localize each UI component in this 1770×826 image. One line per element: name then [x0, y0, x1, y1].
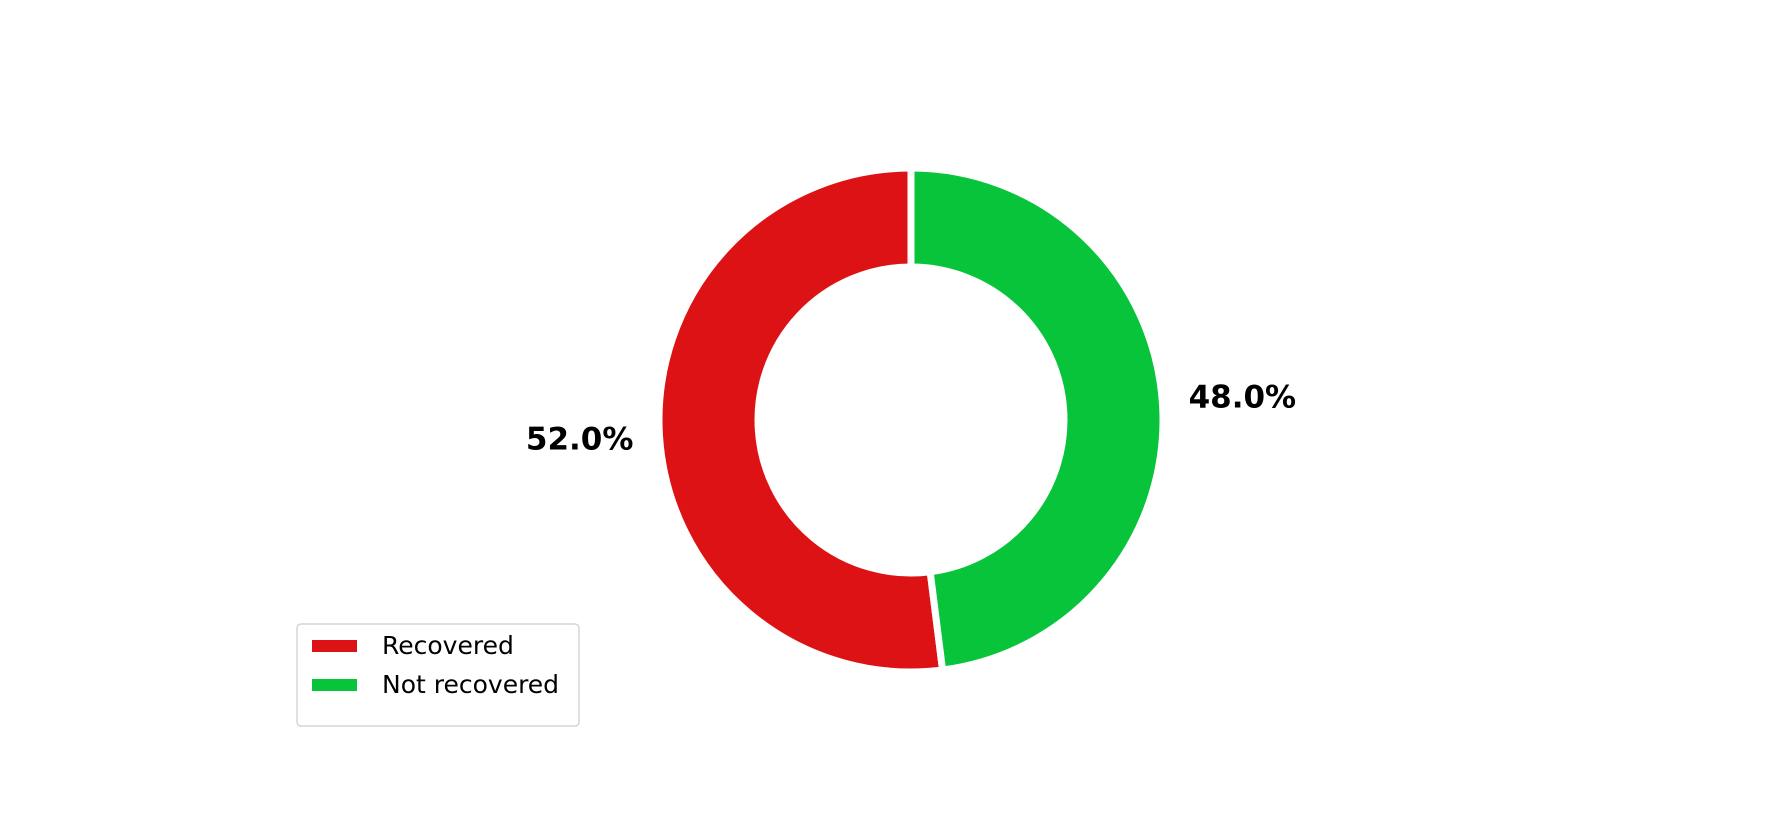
- legend-label: Recovered: [382, 631, 514, 660]
- donut-segment: [655, 164, 947, 676]
- legend: Recovered Not recovered: [296, 623, 580, 727]
- legend-swatch: [312, 640, 357, 652]
- value-label: 48.0%: [1189, 380, 1297, 416]
- legend-swatch: [312, 679, 357, 691]
- legend-frame: [296, 623, 580, 727]
- donut-segment: [907, 164, 1167, 674]
- value-label: 52.0%: [526, 421, 634, 457]
- legend-label: Not recovered: [382, 670, 559, 699]
